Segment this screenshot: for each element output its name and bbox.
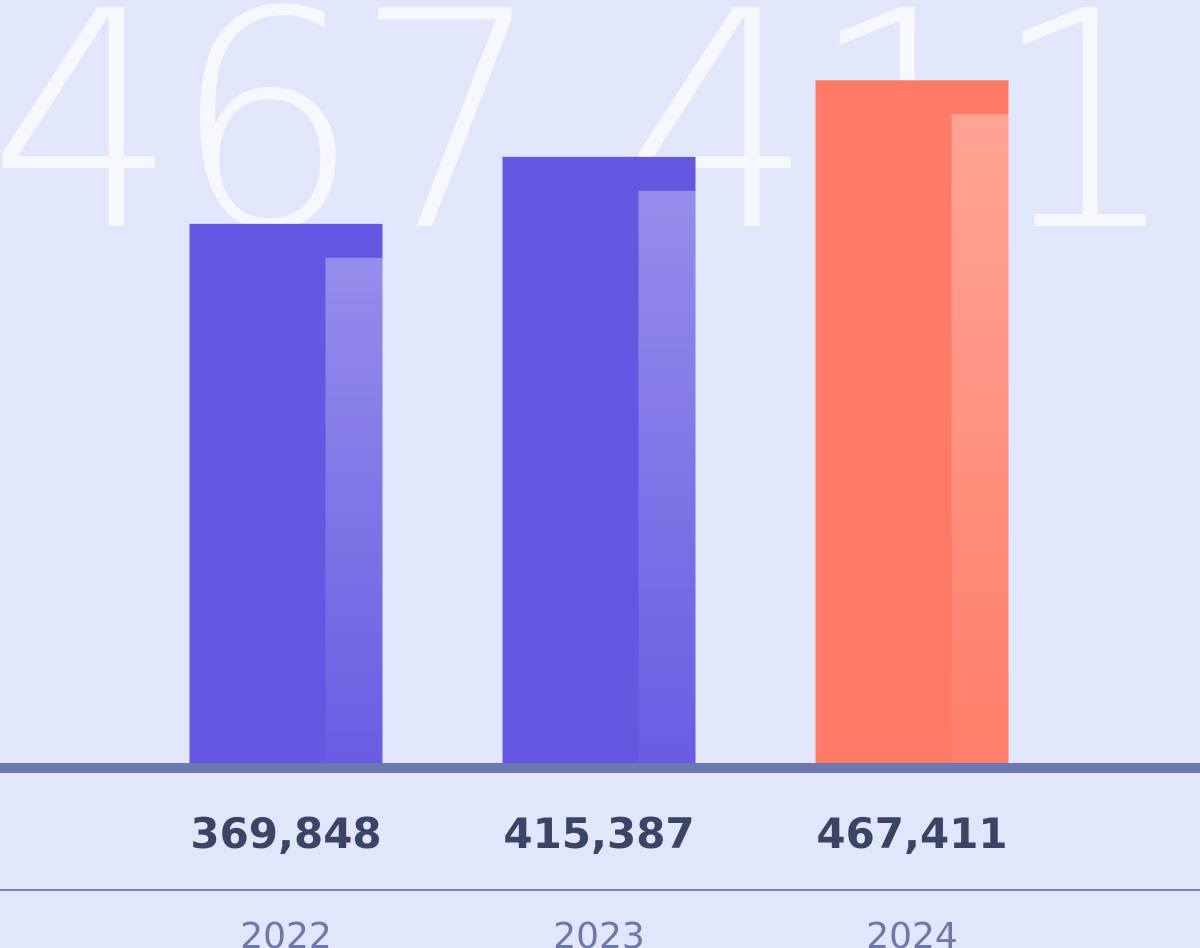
bar-highlight (951, 114, 1009, 769)
axis-line (0, 763, 1200, 773)
x-tick-label: 2023 (553, 916, 645, 948)
x-tick-label: 2022 (240, 916, 332, 948)
value-label: 467,411 (816, 809, 1007, 858)
bars (189, 80, 1009, 769)
x-tick-label: 2024 (866, 916, 958, 948)
bar-highlight (638, 190, 696, 769)
bar-highlight (325, 257, 383, 768)
value-label: 369,848 (190, 809, 381, 858)
value-label: 415,387 (503, 809, 694, 858)
